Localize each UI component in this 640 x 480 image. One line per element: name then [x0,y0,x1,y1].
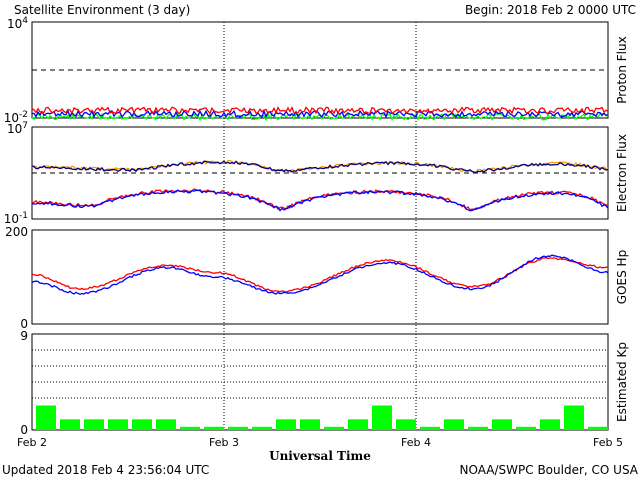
electron-flux-label: Electron Flux [615,134,629,212]
proton-series-red [31,106,609,115]
x-tick-feb3: Feb 3 [209,436,239,449]
kp-bar [540,419,560,430]
goes-series-blue [31,254,609,296]
y-tick-label: 107 [7,121,28,136]
kp-bar [444,419,464,430]
electron-series-navy [31,160,609,174]
x-tick-feb4: Feb 4 [401,436,431,449]
credit-label: NOAA/SWPC Boulder, CO USA [460,463,639,477]
kp-bar [84,419,104,430]
day-dividers [223,22,417,430]
electron-series-blue [31,189,609,212]
kp-bar [492,419,512,430]
kp-bar [132,419,152,430]
kp-bar [468,426,488,430]
kp-bars [32,333,608,430]
chart-title: Satellite Environment (3 day) [14,3,190,17]
kp-bar [396,419,416,430]
begin-label: Begin: 2018 Feb 2 0000 UTC [465,3,636,17]
kp-bar [108,419,128,430]
updated-timestamp: Updated 2018 Feb 4 23:56:04 UTC [2,463,209,477]
kp-bar [348,419,368,430]
y-tick-label: 10-1 [4,211,28,226]
kp-bar [564,405,584,430]
kp-bar [228,426,248,430]
y-tick-label: 10-2 [4,110,28,125]
kp-bar [156,419,176,430]
kp-bar [588,426,608,430]
estimated-kp-label: Estimated Kp [615,342,629,422]
kp-bar [60,419,80,430]
kp-bar [204,426,224,430]
kp-bar [516,426,536,430]
y-tick-label: 9 [20,329,28,343]
kp-bar [276,419,296,430]
proton-flux-label: Proton Flux [615,36,629,103]
x-axis-title: Universal Time [269,449,371,463]
x-tick-feb5: Feb 5 [593,436,623,449]
goes-hp-series [31,254,609,296]
y-tick-label: 0 [20,317,28,331]
kp-bar [252,426,272,430]
kp-bar [372,405,392,430]
electron-flux-series [31,159,609,212]
y-tick-label: 104 [7,16,28,31]
kp-bar [180,426,200,430]
kp-bar [324,426,344,430]
kp-bar [36,405,56,430]
y-tick-label: 200 [5,225,28,239]
proton-series-blue [31,109,609,119]
proton-flux-series [31,69,609,122]
x-tick-feb2: Feb 2 [17,436,47,449]
kp-bar [300,419,320,430]
kp-bar [420,426,440,430]
y-tick-label: 0 [20,423,28,437]
goes-panel-frame [31,229,609,325]
goes-hp-label: GOES Hp [615,250,629,304]
